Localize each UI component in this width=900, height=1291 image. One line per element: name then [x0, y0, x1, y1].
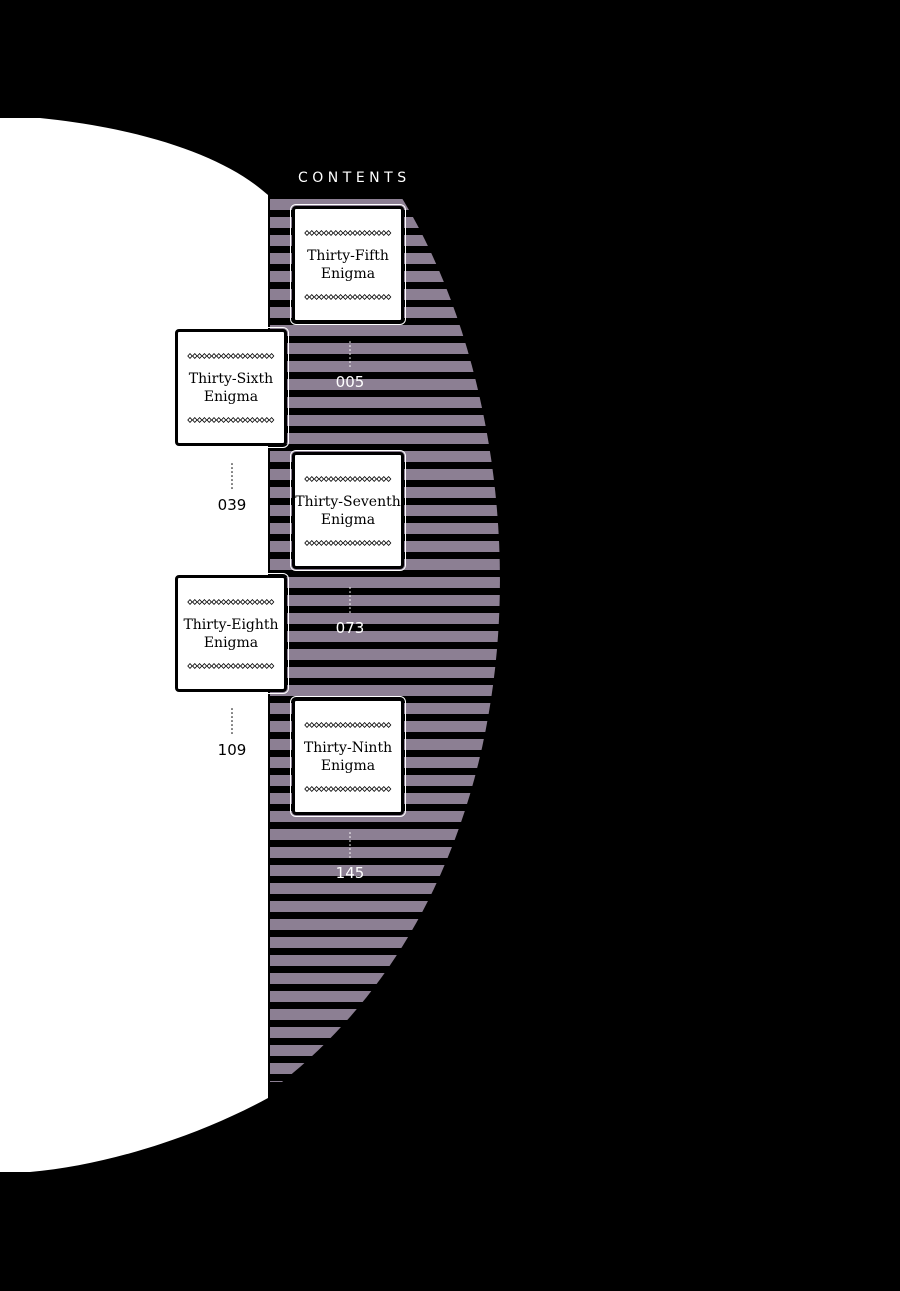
- stripe-bar: [270, 919, 500, 930]
- stripe-bar: [270, 901, 500, 912]
- dotted-leader: [231, 708, 233, 734]
- stripe-bar: [270, 343, 500, 354]
- dotted-leader: [349, 587, 351, 613]
- stripe-bar: [270, 325, 500, 336]
- stripe-bar: [270, 865, 500, 876]
- stripe-bar: [270, 631, 500, 642]
- dotted-leader: [349, 341, 351, 367]
- stripe-bar: [270, 883, 500, 894]
- stripe-bar: [270, 847, 500, 858]
- chapter-title: Thirty-Eighth Enigma: [183, 616, 279, 651]
- page-number[interactable]: 109: [217, 741, 247, 759]
- dotted-leader: [231, 463, 233, 489]
- page-number[interactable]: 039: [217, 496, 247, 514]
- chapter-card-39[interactable]: Thirty-Ninth Enigma: [290, 696, 406, 817]
- ornament-divider-icon: [187, 662, 275, 669]
- stripe-bar: [270, 955, 500, 966]
- dotted-leader: [349, 832, 351, 858]
- ornament-divider-icon: [304, 293, 392, 300]
- stripe-bar: [270, 361, 500, 372]
- stripe-bar: [270, 415, 500, 426]
- stripe-bar: [270, 199, 500, 210]
- chapter-card-35[interactable]: Thirty-Fifth Enigma: [290, 204, 406, 325]
- stripe-bar: [270, 613, 500, 624]
- chapter-card-38[interactable]: Thirty-Eighth Enigma: [173, 573, 289, 694]
- chapter-card-37[interactable]: Thirty-Seventh Enigma: [290, 450, 406, 571]
- ornament-divider-icon: [304, 785, 392, 792]
- ornament-divider-icon: [187, 598, 275, 605]
- page-number[interactable]: 005: [335, 373, 365, 391]
- chapter-card-36[interactable]: Thirty-Sixth Enigma: [173, 327, 289, 448]
- page-number[interactable]: 073: [335, 619, 365, 637]
- stripe-bar: [270, 829, 500, 840]
- stripe-bar: [270, 577, 500, 588]
- stripe-bar: [270, 937, 500, 948]
- chapter-title: Thirty-Sixth Enigma: [188, 370, 274, 405]
- stripe-bar: [270, 379, 500, 390]
- stripe-bar: [270, 397, 500, 408]
- contents-heading: CONTENTS: [298, 170, 411, 186]
- ornament-divider-icon: [187, 416, 275, 423]
- page-number[interactable]: 145: [335, 864, 365, 882]
- chapter-title: Thirty-Seventh Enigma: [295, 493, 401, 528]
- ornament-divider-icon: [304, 721, 392, 728]
- chapter-title: Thirty-Ninth Enigma: [303, 739, 393, 774]
- ornament-divider-icon: [187, 352, 275, 359]
- stripe-bar: [270, 685, 500, 696]
- stripe-bar: [270, 811, 500, 822]
- stripe-bar: [270, 649, 500, 660]
- ornament-divider-icon: [304, 229, 392, 236]
- chapter-title: Thirty-Fifth Enigma: [307, 247, 389, 282]
- ornament-divider-icon: [304, 475, 392, 482]
- ornament-divider-icon: [304, 539, 392, 546]
- stripe-bar: [270, 433, 500, 444]
- stripe-bar: [270, 667, 500, 678]
- stripe-bar: [270, 595, 500, 606]
